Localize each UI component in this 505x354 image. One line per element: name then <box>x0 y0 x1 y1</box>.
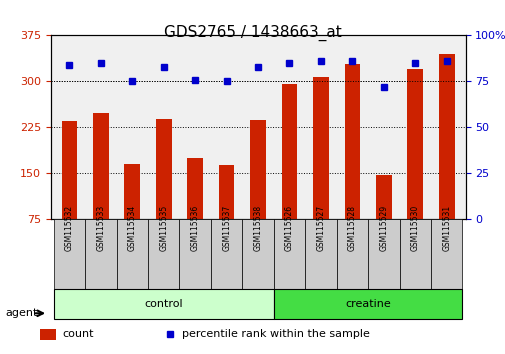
FancyBboxPatch shape <box>336 219 367 290</box>
Text: GSM115533: GSM115533 <box>96 205 105 251</box>
FancyBboxPatch shape <box>85 219 116 290</box>
Bar <box>40 329 56 340</box>
FancyBboxPatch shape <box>211 219 242 290</box>
Bar <box>187 158 203 219</box>
Text: GSM115531: GSM115531 <box>441 205 450 251</box>
Text: GSM115529: GSM115529 <box>379 205 387 251</box>
Text: GSM115527: GSM115527 <box>316 205 325 251</box>
Text: GDS2765 / 1438663_at: GDS2765 / 1438663_at <box>164 25 341 41</box>
Text: GSM115532: GSM115532 <box>65 205 74 251</box>
Text: control: control <box>144 298 183 309</box>
Bar <box>438 54 453 219</box>
FancyBboxPatch shape <box>399 219 430 290</box>
Bar <box>218 165 234 219</box>
Bar <box>407 69 422 219</box>
Bar <box>375 175 391 219</box>
FancyBboxPatch shape <box>242 219 273 290</box>
FancyBboxPatch shape <box>273 219 305 290</box>
FancyBboxPatch shape <box>367 219 399 290</box>
Bar <box>156 119 171 219</box>
Text: GSM115528: GSM115528 <box>347 205 356 251</box>
Bar <box>62 121 77 219</box>
Text: GSM115526: GSM115526 <box>284 205 293 251</box>
Bar <box>124 164 140 219</box>
FancyBboxPatch shape <box>273 289 462 319</box>
Text: count: count <box>62 329 93 339</box>
FancyBboxPatch shape <box>54 219 85 290</box>
Text: GSM115537: GSM115537 <box>222 205 231 251</box>
FancyBboxPatch shape <box>179 219 211 290</box>
FancyBboxPatch shape <box>116 219 148 290</box>
Text: GSM115534: GSM115534 <box>128 205 136 251</box>
Bar <box>344 64 360 219</box>
Text: GSM115535: GSM115535 <box>159 205 168 251</box>
Text: percentile rank within the sample: percentile rank within the sample <box>182 329 370 339</box>
Bar <box>93 113 109 219</box>
FancyBboxPatch shape <box>148 219 179 290</box>
Text: creatine: creatine <box>344 298 390 309</box>
FancyBboxPatch shape <box>305 219 336 290</box>
Bar <box>281 85 297 219</box>
Bar <box>249 120 266 219</box>
Text: agent: agent <box>5 308 37 318</box>
FancyBboxPatch shape <box>430 219 462 290</box>
FancyBboxPatch shape <box>54 289 273 319</box>
Text: GSM115538: GSM115538 <box>253 205 262 251</box>
Bar <box>313 76 328 219</box>
Text: GSM115530: GSM115530 <box>410 205 419 251</box>
Text: GSM115536: GSM115536 <box>190 205 199 251</box>
